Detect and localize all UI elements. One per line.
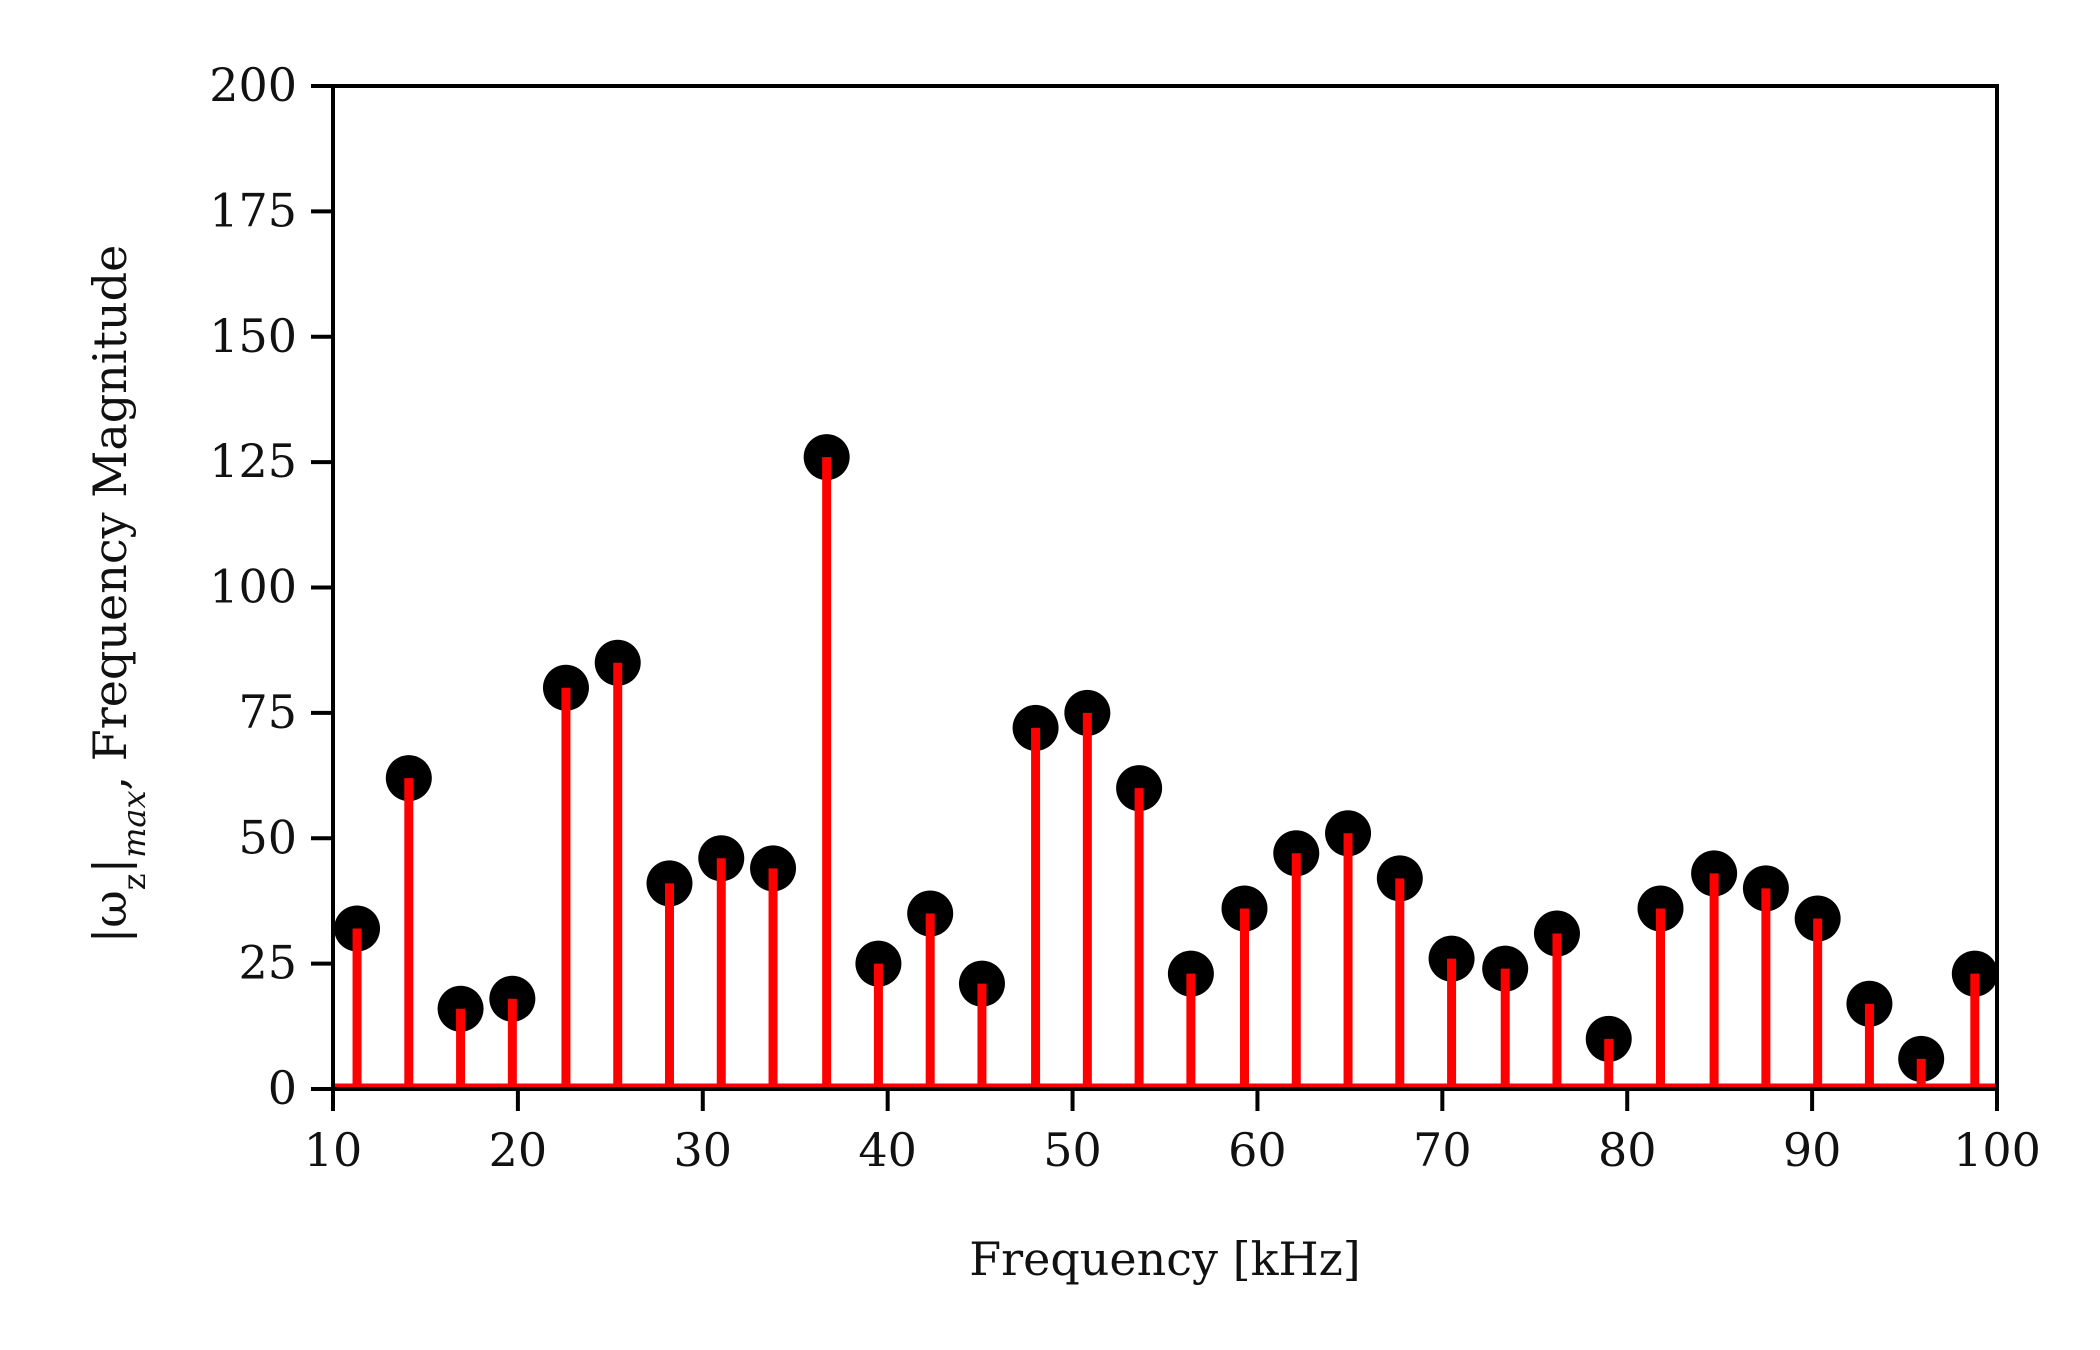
plot-area — [333, 434, 1997, 1089]
y-tick-label-0: 0 — [268, 1061, 297, 1115]
y-tick-label-150: 150 — [209, 309, 297, 363]
x-tick-label-100: 100 — [1953, 1123, 2041, 1177]
y-axis-title: |ωz|max, Frequency Magnitude — [83, 245, 153, 944]
x-axis-title: Frequency [kHz] — [969, 1232, 1361, 1286]
y-tick-label-200: 200 — [209, 58, 297, 112]
axes-frame — [331, 84, 1999, 1091]
x-tick-label-70: 70 — [1413, 1123, 1472, 1177]
y-tick-label-25: 25 — [238, 936, 297, 990]
x-tick-label-60: 60 — [1228, 1123, 1287, 1177]
y-tick-label-100: 100 — [209, 560, 297, 614]
x-tick-label-40: 40 — [858, 1123, 917, 1177]
y-tick-label-125: 125 — [209, 434, 297, 488]
x-tick-label-10: 10 — [304, 1123, 363, 1177]
x-tick-label-80: 80 — [1598, 1123, 1657, 1177]
axes: 0 25 50 75 100 125 150 175 200 10 20 30 40 50 60 70 80 90… — [209, 58, 2041, 1177]
y-tick-label-75: 75 — [238, 685, 297, 739]
y-tick-label-175: 175 — [209, 183, 297, 237]
y-tick-label-50: 50 — [238, 810, 297, 864]
x-tick-label-50: 50 — [1043, 1123, 1102, 1177]
x-tick-label-30: 30 — [674, 1123, 733, 1177]
x-tick-label-20: 20 — [489, 1123, 548, 1177]
x-tick-label-90: 90 — [1783, 1123, 1842, 1177]
